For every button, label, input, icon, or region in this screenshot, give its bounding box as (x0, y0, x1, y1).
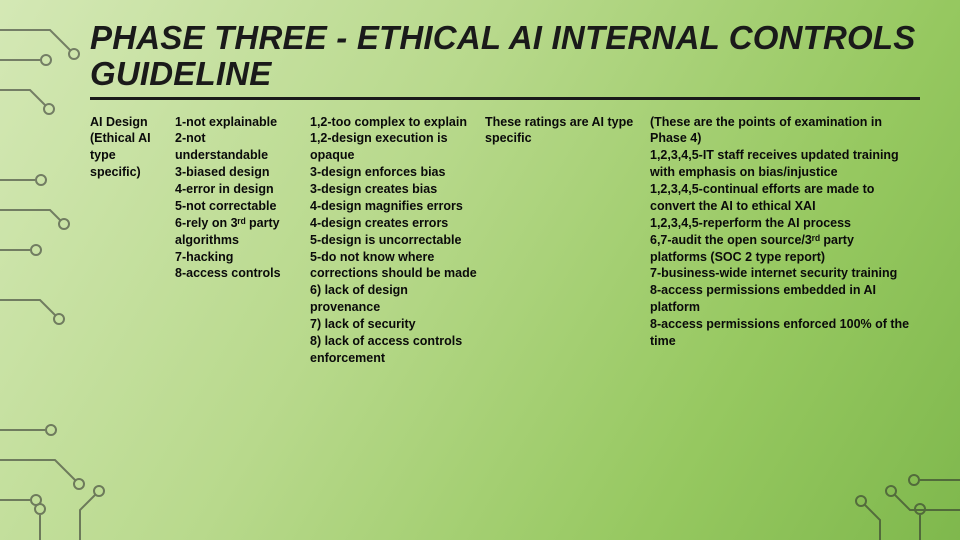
col-ratings-note: These ratings are AI type specific (485, 114, 650, 367)
page-title: PHASE THREE - ETHICAL AI INTERNAL CONTRO… (90, 20, 920, 100)
guideline-table: AI Design (Ethical AI type specific) 1-n… (90, 114, 920, 367)
col-explanations: 1,2-too complex to explain 1,2-design ex… (310, 114, 485, 367)
slide-content: PHASE THREE - ETHICAL AI INTERNAL CONTRO… (0, 0, 960, 387)
col-risk-items: 1-not explainable 2-not understandable 3… (175, 114, 310, 367)
col-examination-points: (These are the points of examination in … (650, 114, 920, 367)
col-ai-design: AI Design (Ethical AI type specific) (90, 114, 175, 367)
